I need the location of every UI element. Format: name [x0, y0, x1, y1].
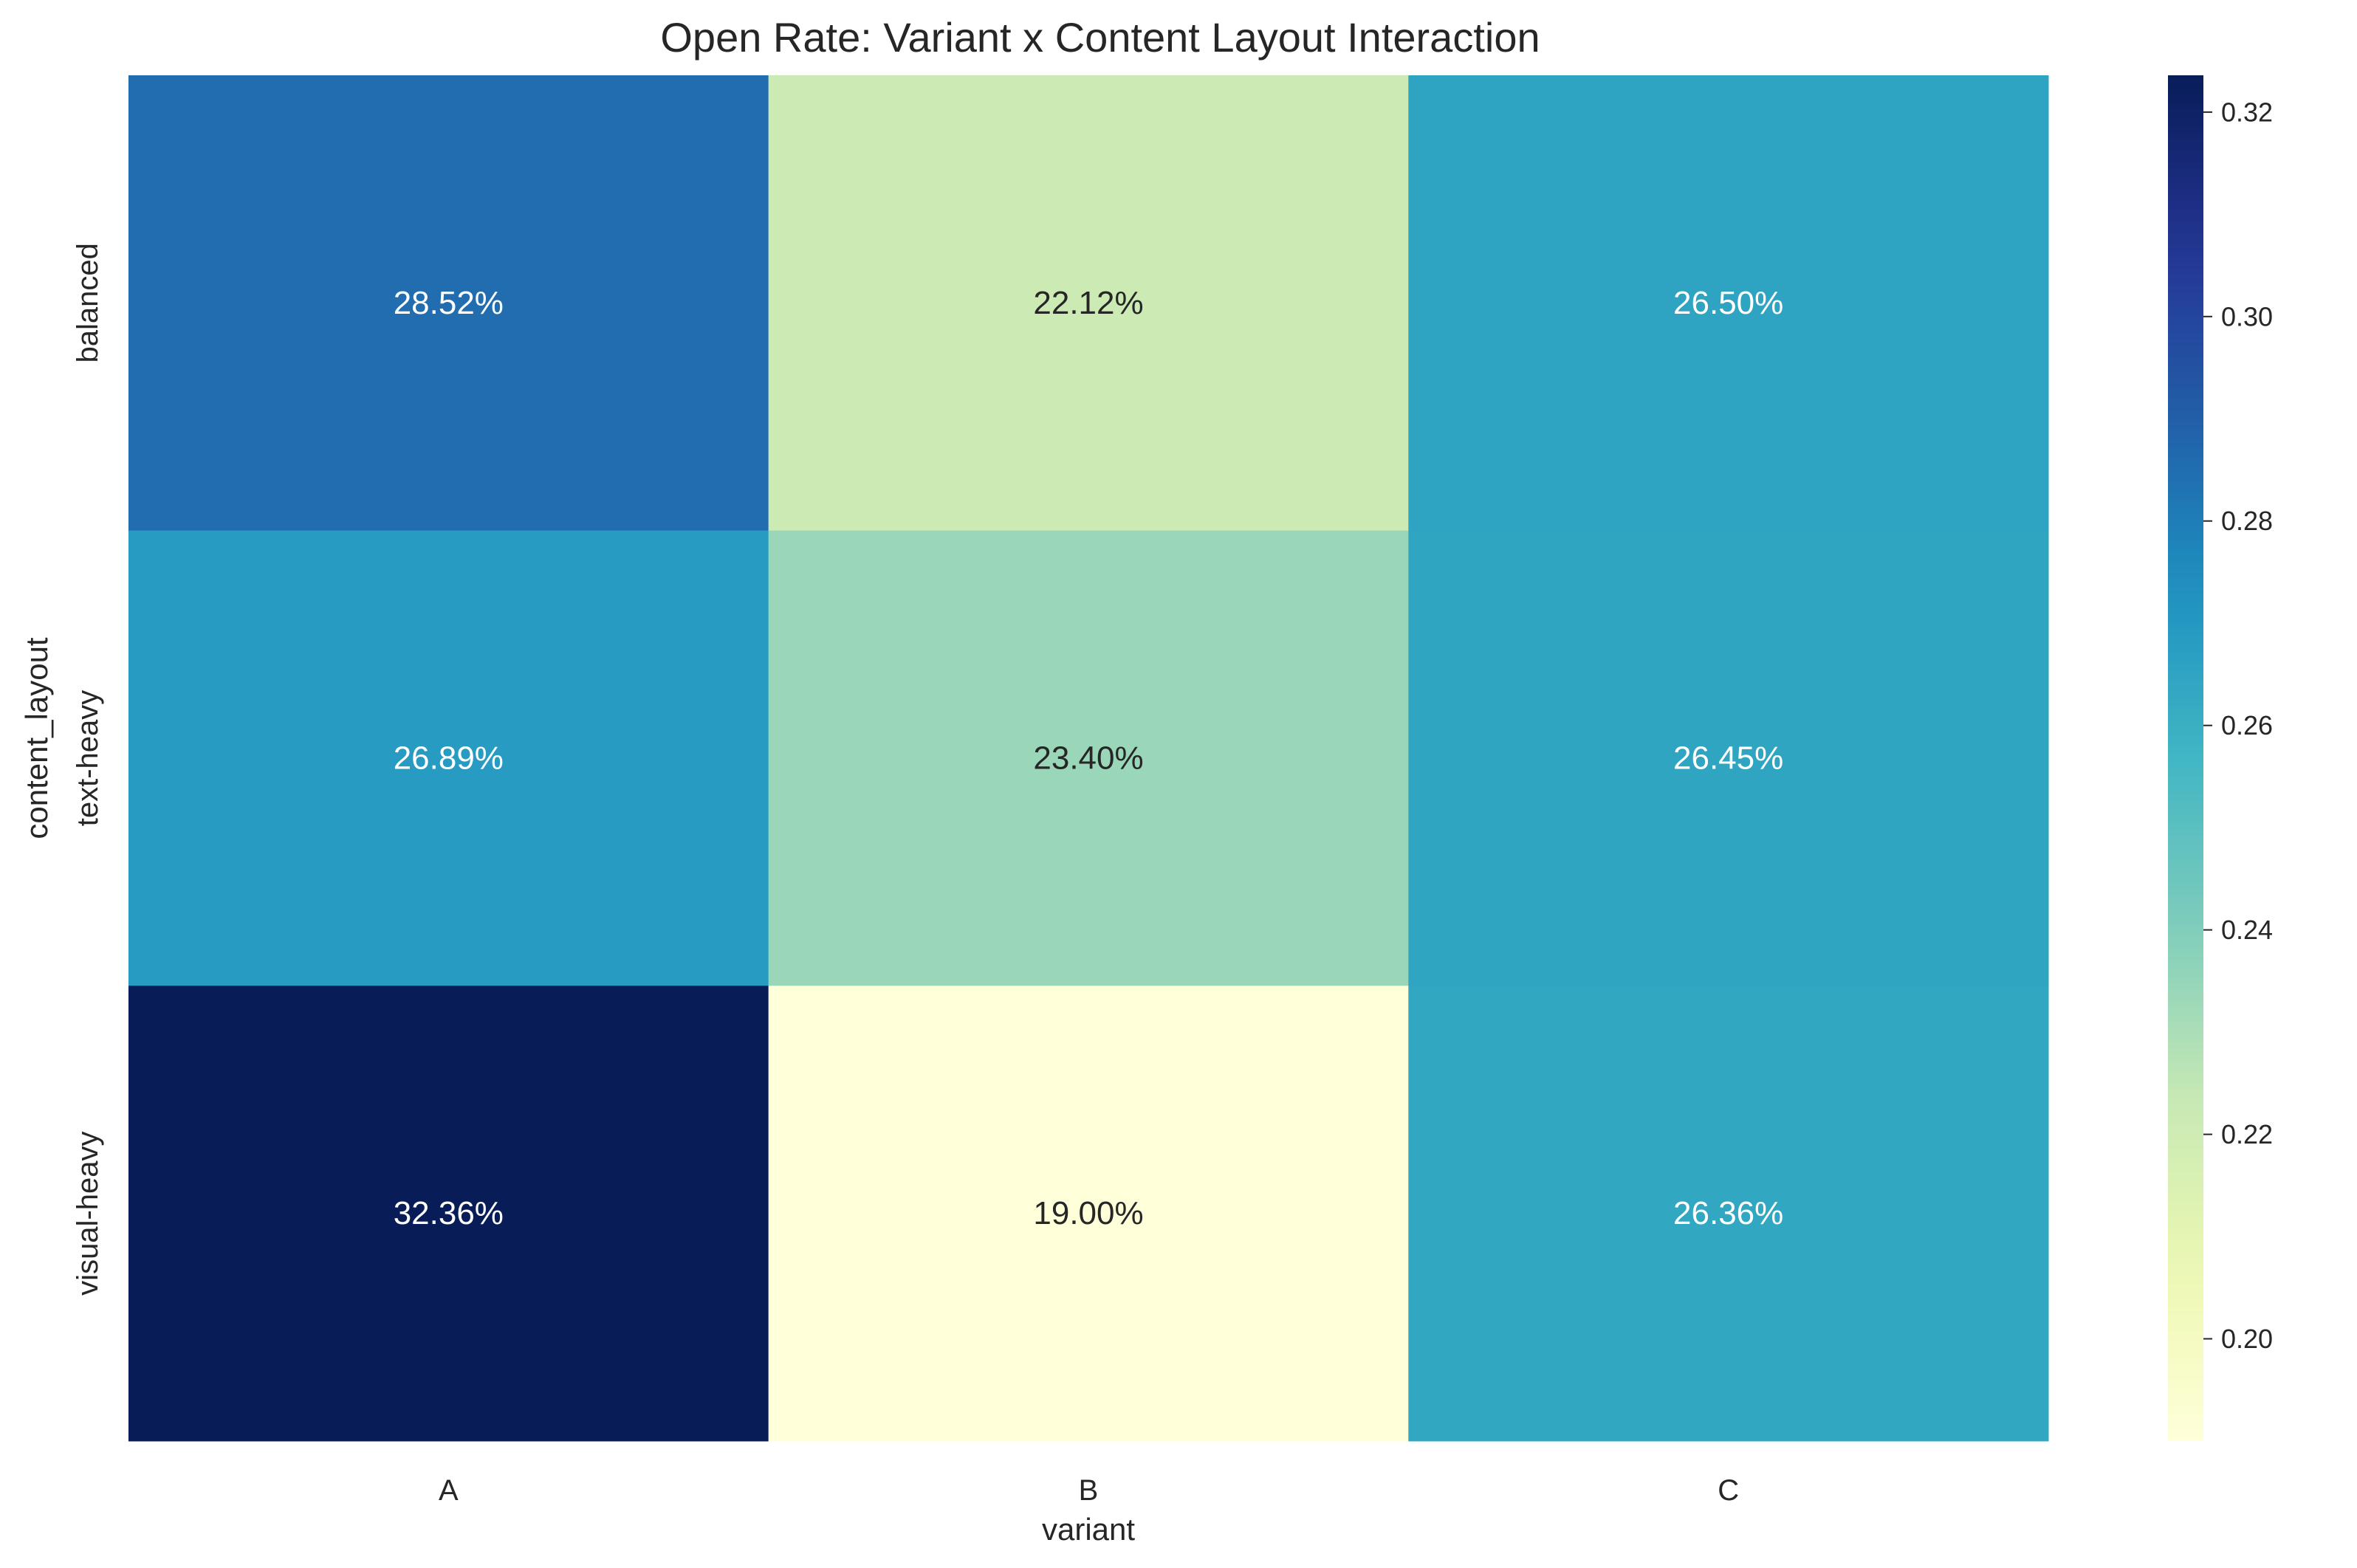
- x-tick-label: C: [1718, 1474, 1739, 1507]
- cell-value-label: 26.45%: [1673, 740, 1783, 777]
- colorbar-tick-label: 0.30: [2221, 301, 2273, 331]
- heatmap-cell: [768, 530, 1409, 986]
- heatmap-cell: [128, 986, 769, 1442]
- heatmap-cell: [1408, 75, 2049, 532]
- cell-value-label: 26.89%: [394, 740, 504, 777]
- colorbar-tick-label: 0.32: [2221, 97, 2273, 127]
- y-axis-label: content_layout: [19, 637, 54, 839]
- heatmap-cell: [768, 986, 1409, 1442]
- x-axis-label: variant: [1042, 1512, 1135, 1547]
- cell-value-label: 26.50%: [1673, 285, 1783, 321]
- cell-value-label: 19.00%: [1033, 1195, 1143, 1231]
- chart-title: Open Rate: Variant x Content Layout Inte…: [660, 14, 1540, 61]
- colorbar-tick-label: 0.28: [2221, 506, 2273, 536]
- heatmap-cell-labels: 28.52% 22.12% 26.50% 26.89% 23.40% 26.45% 32.3…: [394, 285, 1784, 1231]
- y-tick-label: text-heavy: [72, 690, 104, 827]
- x-axis-ticks: A B C: [439, 1474, 1739, 1507]
- y-tick-label: visual-heavy: [72, 1132, 104, 1296]
- heatmap-cell: [1408, 530, 2049, 986]
- cell-value-label: 23.40%: [1033, 740, 1143, 777]
- colorbar-tick-label: 0.24: [2221, 915, 2273, 945]
- cell-value-label: 22.12%: [1033, 285, 1143, 321]
- x-tick-label: B: [1079, 1474, 1099, 1507]
- cell-value-label: 26.36%: [1673, 1195, 1783, 1231]
- cell-value-label: 28.52%: [394, 285, 504, 321]
- heatmap-cells: [128, 75, 2049, 1442]
- y-tick-label: balanced: [72, 243, 104, 362]
- colorbar-ticks: 0.20 0.22 0.24 0.26 0.28 0.30 0.32: [2203, 97, 2273, 1354]
- colorbar-tick-label: 0.20: [2221, 1324, 2273, 1354]
- y-axis-ticks: balanced text-heavy visual-heavy: [72, 243, 104, 1296]
- heatmap-cell: [1408, 986, 2049, 1442]
- heatmap-cell: [128, 75, 769, 532]
- x-tick-label: A: [439, 1474, 459, 1507]
- colorbar: [2168, 75, 2203, 1441]
- heatmap-cell: [128, 530, 769, 986]
- colorbar-tick-label: 0.26: [2221, 710, 2273, 740]
- heatmap-cell: [768, 75, 1409, 532]
- cell-value-label: 32.36%: [394, 1195, 504, 1231]
- colorbar-tick-label: 0.22: [2221, 1119, 2273, 1149]
